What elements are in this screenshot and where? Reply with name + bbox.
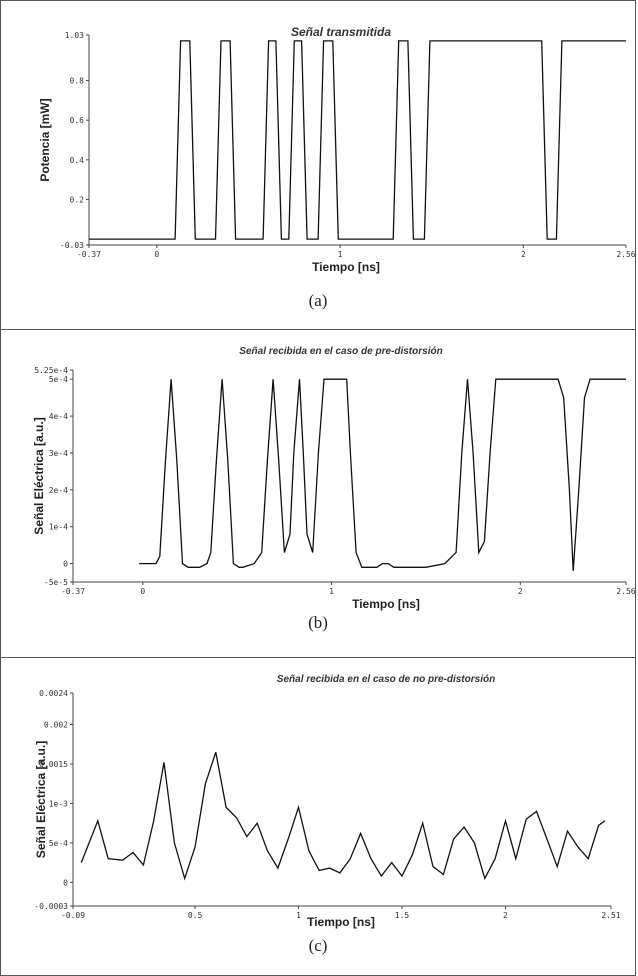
y-tick-label: 5.25e-4 [34,366,68,375]
x-tick-label: 0 [140,587,145,596]
y-tick-label: 1e-3 [49,799,68,808]
panel-b: Señal recibida en el caso de pre-distors… [0,330,636,658]
x-tick-label: 1.5 [395,911,410,920]
y-tick-label: 0.0015 [39,760,68,769]
chart-title: Señal recibida en el caso de no pre-dist… [277,674,495,685]
y-tick-label: 0.6 [70,116,85,125]
y-tick-label: 0.2 [70,195,85,204]
x-tick-label: 2 [503,911,508,920]
panel-a: Señal transmitida 1.03 0.8 0.6 0.4 0.2 -0.03 -0… [0,0,636,330]
y-tick-label: 1e-4 [49,523,68,532]
y-tick-label: 5e-4 [49,375,68,384]
x-tick-label: 0.5 [188,911,203,920]
chart-a: Señal transmitida 1.03 0.8 0.6 0.4 0.2 -0.03-0… [38,25,635,274]
chart-b: Señal recibida en el caso de pre-distors… [32,346,635,611]
y-axis-label: Señal Eléctrica [a.u.] [32,417,46,534]
y-tick-label: 0.002 [44,721,68,730]
x-tick-label: 1 [296,911,301,920]
y-tick-label: 0.4 [70,156,85,165]
panel-c: Señal recibida en el caso de no pre-dist… [0,658,636,976]
y-tick-label: 0 [63,878,68,887]
y-tick-label: 1.03 [65,31,84,40]
y-tick-label: 0.0024 [39,689,68,698]
x-tick-label: -0.37 [77,250,101,259]
y-axis-label: Señal Eléctrica [a.u.] [34,741,48,858]
y-tick-label: 5e-4 [49,839,68,848]
x-tick-label: -0.09 [61,911,85,920]
y-tick-label: -0.0003 [34,902,68,911]
series-line-0 [89,40,626,240]
y-tick-label: -0.03 [60,241,84,250]
x-tick-label: 2.56 [616,587,635,596]
x-tick-label: 2.51 [601,911,620,920]
x-tick-label: 2.56 [616,250,635,259]
x-tick-label: 1 [329,587,334,596]
y-tick-label: 2e-4 [49,486,68,495]
series-line-0 [80,751,606,881]
x-tick-label: 2 [518,587,523,596]
x-axis-label: Tiempo [ns] [307,915,375,929]
caption-a: (a) [308,291,328,310]
chart-title: Señal recibida en el caso de pre-distors… [239,346,442,357]
y-tick-label: -5e-5 [44,578,68,587]
chart-c: Señal recibida en el caso de no pre-dist… [34,674,621,929]
x-tick-label: 2 [521,250,526,259]
caption-b: (b) [308,613,328,632]
y-tick-label: 3e-4 [49,449,68,458]
y-axis-label: Potencia [mW] [38,98,52,181]
x-tick-label: 0 [154,250,159,259]
y-tick-label: 4e-4 [49,412,68,421]
x-tick-label: 1 [338,250,343,259]
caption-c: (c) [308,936,328,955]
chart-title: Señal transmitida [291,25,391,39]
series-line-0 [139,378,626,571]
x-axis-label: Tiempo [ns] [312,260,380,274]
x-axis-label: Tiempo [ns] [352,597,420,611]
x-tick-label: -0.37 [61,587,85,596]
y-tick-label: 0.8 [70,77,85,86]
y-tick-label: 0 [63,560,68,569]
